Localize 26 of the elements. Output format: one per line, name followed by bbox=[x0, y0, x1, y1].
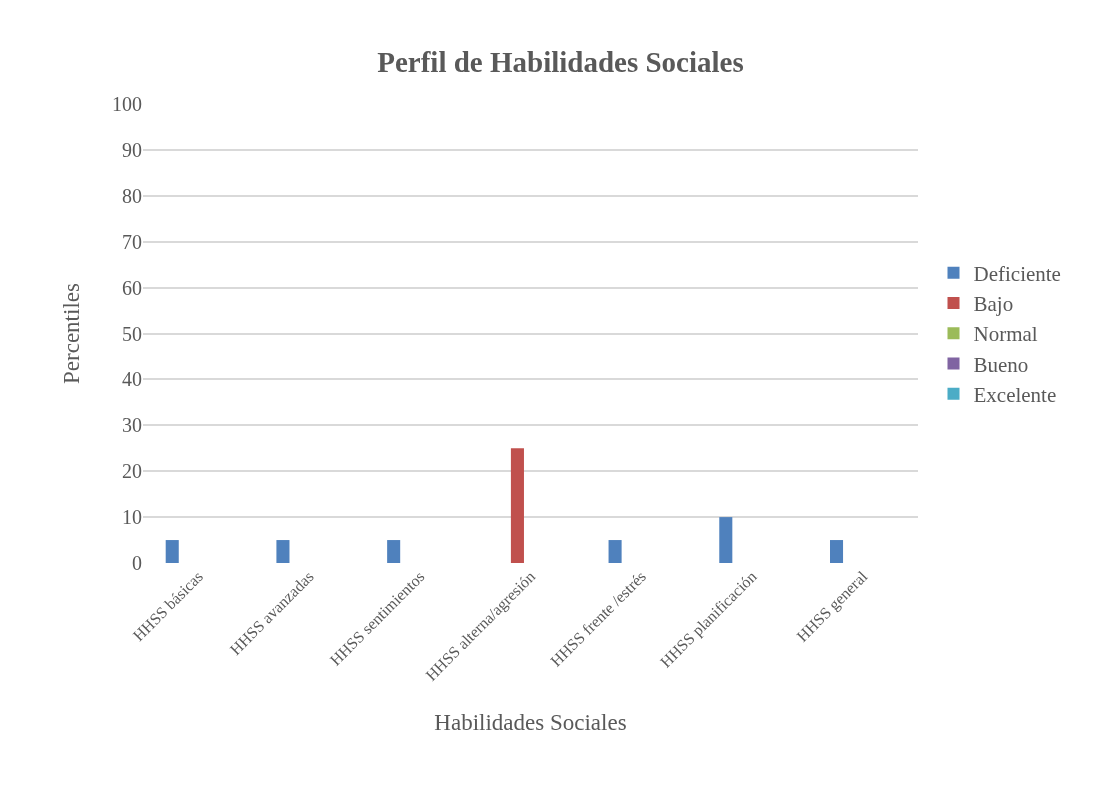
x-axis-title: Habilidades Sociales bbox=[434, 710, 627, 736]
legend-label: Deficiente bbox=[973, 261, 1061, 286]
bar bbox=[387, 540, 401, 563]
y-tick-label: 60 bbox=[122, 276, 142, 299]
y-tick-label: 70 bbox=[122, 230, 142, 253]
bar bbox=[165, 540, 179, 563]
y-tick-label: 40 bbox=[122, 368, 142, 391]
y-tick-label: 50 bbox=[122, 322, 142, 345]
legend-label: Bajo bbox=[973, 292, 1014, 317]
y-tick-label: 30 bbox=[122, 414, 142, 437]
bar bbox=[608, 540, 622, 563]
bar bbox=[276, 540, 290, 563]
y-tick-label: 0 bbox=[132, 552, 142, 574]
bar bbox=[719, 517, 733, 563]
y-axis-title: Percentiles bbox=[59, 283, 85, 384]
legend-label: Normal bbox=[973, 322, 1038, 347]
y-tick-label: 80 bbox=[122, 184, 142, 207]
y-tick-label: 100 bbox=[112, 93, 142, 115]
y-tick-label: 90 bbox=[122, 138, 142, 161]
y-tick-label: 20 bbox=[122, 460, 142, 483]
chart-title: Perfil de Habilidades Sociales bbox=[377, 45, 744, 78]
legend-label: Excelente bbox=[973, 383, 1057, 408]
bar bbox=[510, 448, 524, 563]
bar bbox=[829, 540, 844, 563]
legend-label: Bueno bbox=[973, 352, 1029, 377]
y-tick-label: 10 bbox=[122, 506, 142, 529]
